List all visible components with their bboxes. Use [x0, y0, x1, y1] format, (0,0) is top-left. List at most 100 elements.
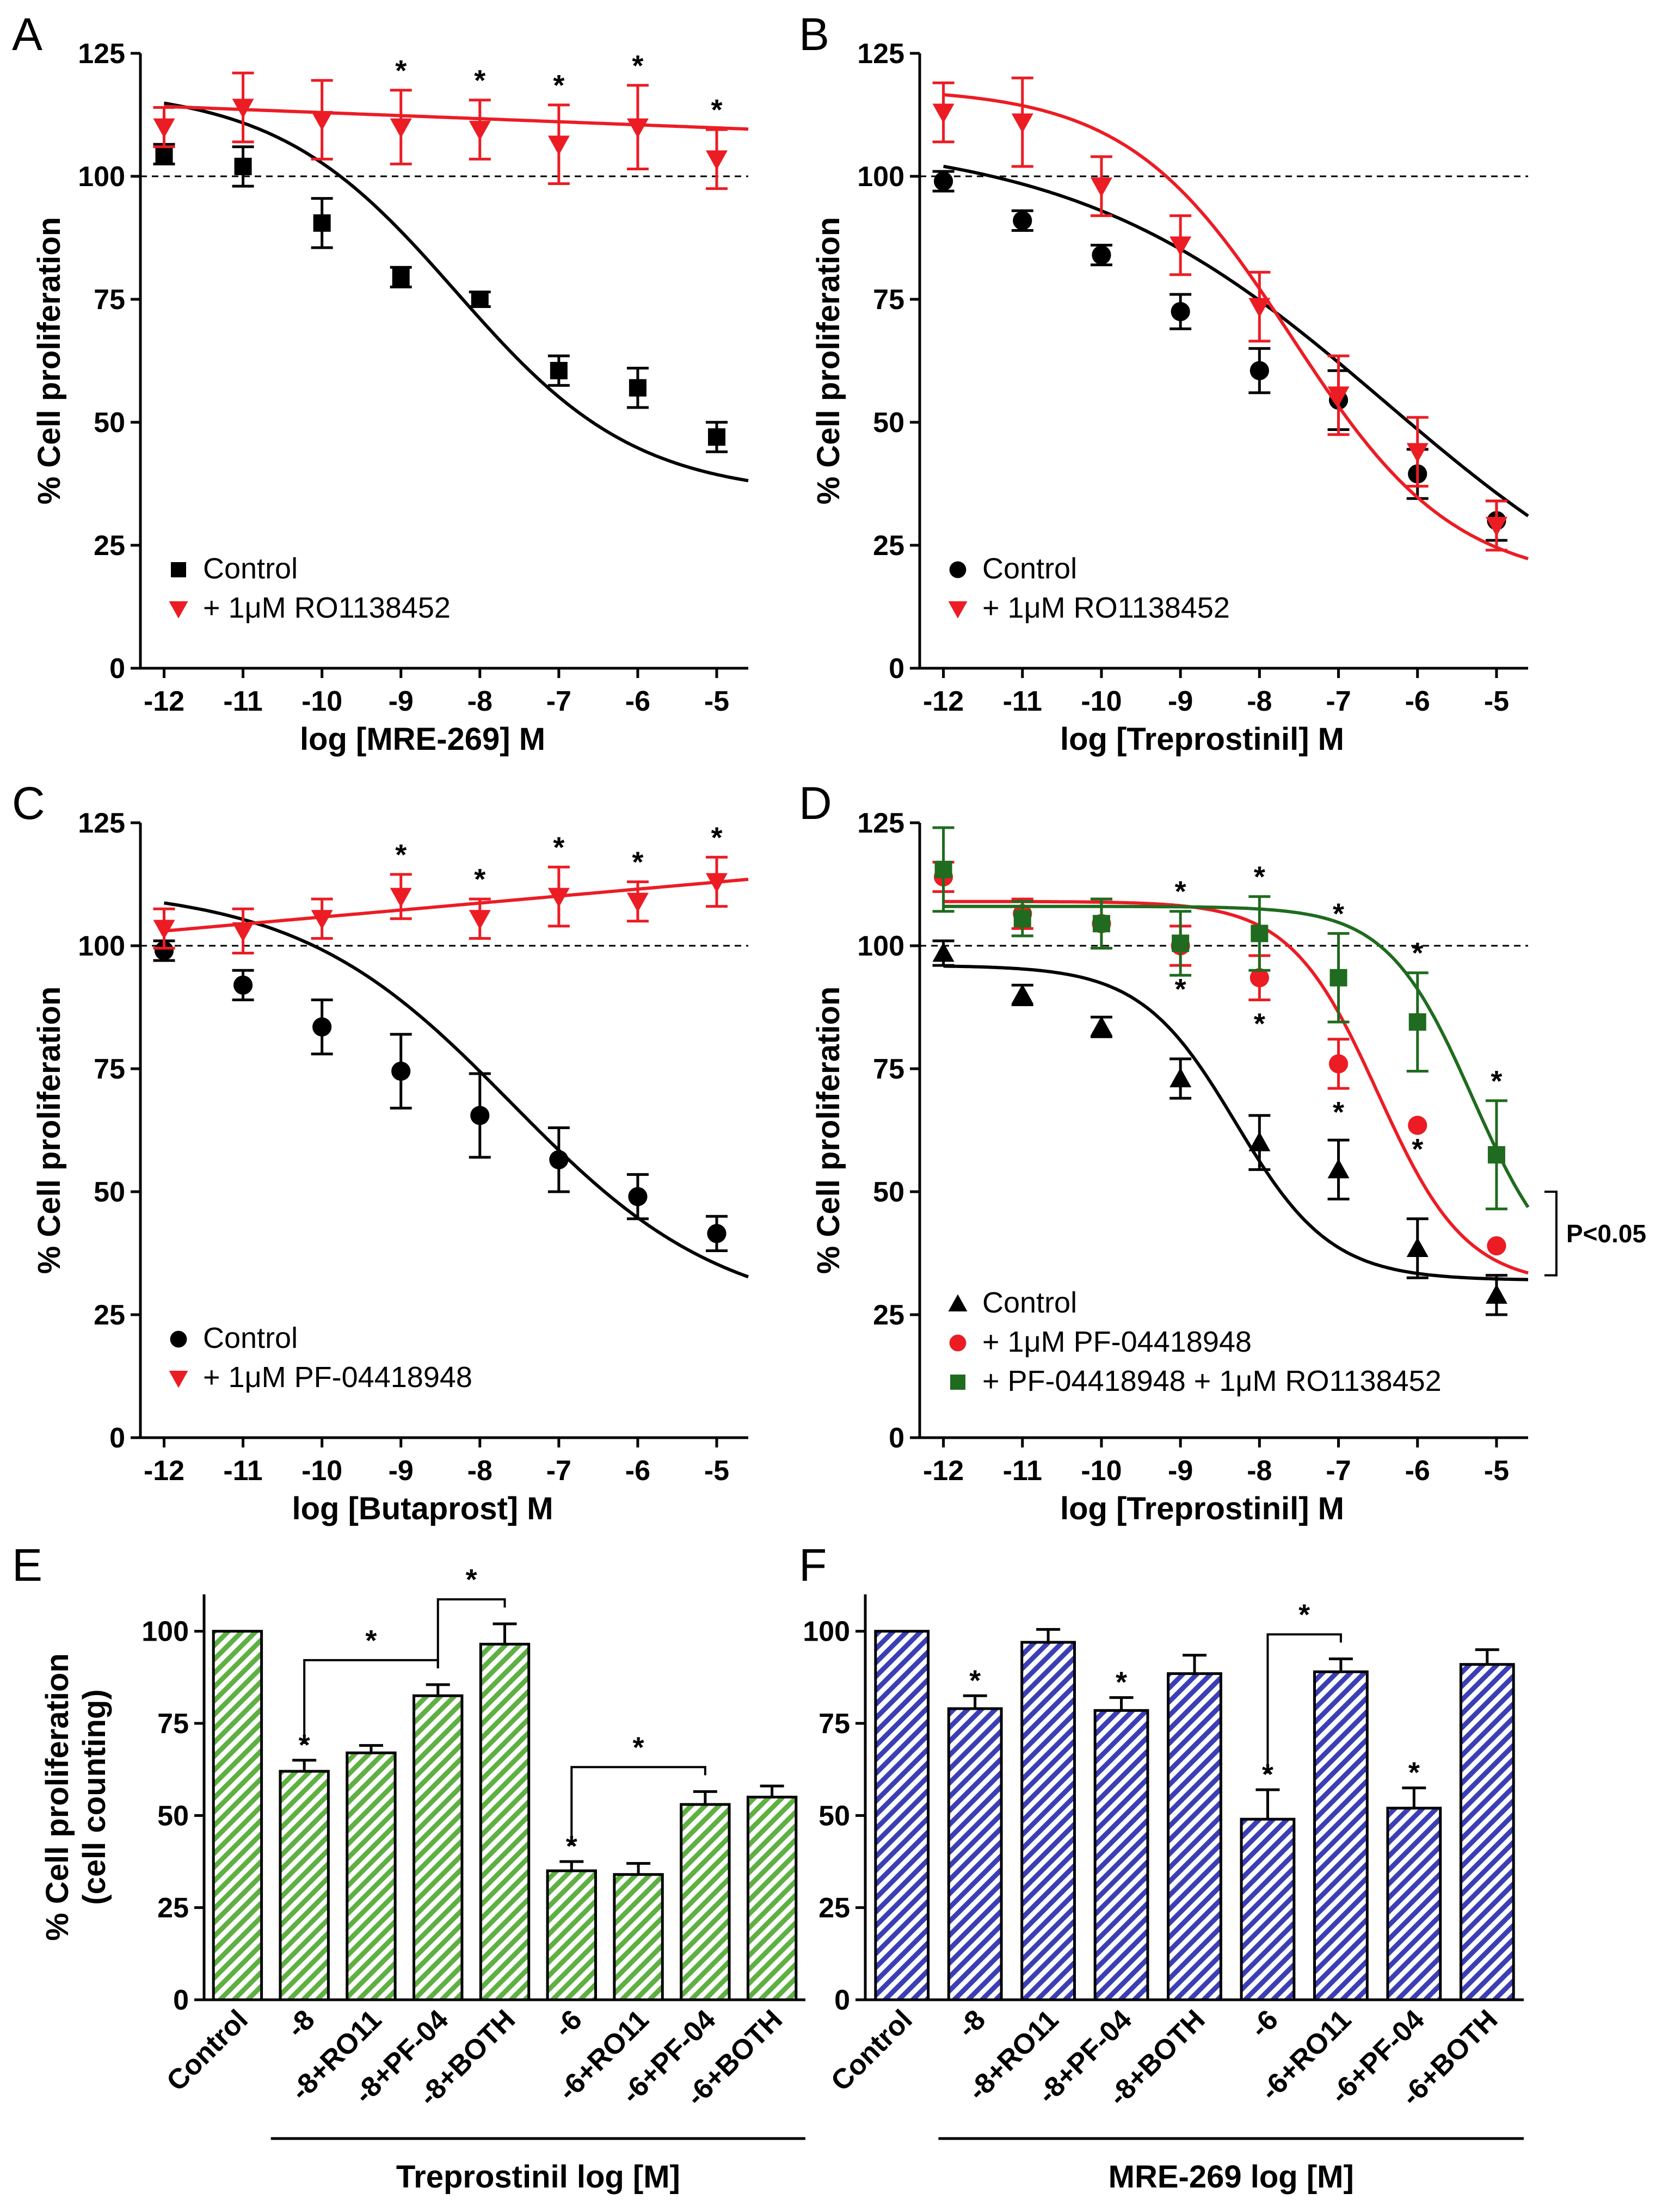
significance-star: *	[1412, 1133, 1423, 1166]
data-point	[628, 1187, 648, 1206]
group-label: MRE-269 log [M]	[1109, 2159, 1354, 2195]
x-tick-label: -12	[923, 1455, 964, 1487]
data-point	[1169, 1068, 1192, 1088]
y-axis-title: (cell counting)	[77, 1689, 112, 1905]
category-label: -8	[951, 2004, 992, 2044]
series-1	[153, 901, 749, 1279]
significance-star: *	[1412, 937, 1423, 970]
legend-label: + 1μM RO1138452	[982, 591, 1230, 624]
y-tick-label: 0	[109, 1422, 125, 1454]
x-tick-label: -5	[704, 1455, 729, 1487]
x-tick-label: -11	[223, 1455, 262, 1487]
bar	[1240, 1817, 1296, 2001]
data-point	[232, 922, 254, 942]
significance-star: *	[299, 1729, 310, 1761]
significance-star: *	[566, 1830, 577, 1863]
data-point	[311, 111, 333, 131]
bar	[346, 1751, 397, 2001]
data-point	[1171, 302, 1190, 322]
y-tick-label: 75	[157, 1708, 189, 1740]
significance-star: *	[632, 846, 643, 878]
y-tick-label: 50	[94, 1176, 125, 1208]
fit-curve	[943, 164, 1529, 517]
panel-letter-f: F	[799, 1539, 827, 1591]
significance-star: *	[711, 821, 722, 854]
x-tick-label: -11	[1003, 686, 1042, 717]
data-point	[1249, 968, 1269, 988]
data-point	[233, 975, 253, 995]
panel-letter-b: B	[799, 9, 829, 60]
y-axis-title: % Cell proliferation	[811, 217, 846, 505]
data-point	[707, 1224, 727, 1243]
significance-star: *	[1408, 1757, 1420, 1789]
y-tick-label: 25	[873, 1299, 904, 1331]
y-tick-label: 50	[157, 1800, 189, 1832]
data-point	[392, 268, 410, 286]
x-axis-title: log [Treprostinil] M	[1060, 722, 1344, 757]
legend-marker	[171, 562, 186, 577]
panel-letter-d: D	[799, 778, 832, 829]
data-point	[312, 1017, 332, 1037]
y-tick-label: 75	[818, 1708, 850, 1740]
y-tick-label: 75	[873, 284, 904, 316]
fit-curve	[164, 901, 749, 1279]
y-tick-label: 0	[834, 1985, 850, 2016]
y-tick-label: 100	[803, 1616, 850, 1648]
significance-star: *	[1333, 1096, 1344, 1129]
panel-c-chart: 0 25 50 75 100 125 -12 -11 -10 -9 -8 -7 -6 -5 log [But…	[32, 808, 749, 1526]
category-label: -6	[548, 2004, 588, 2044]
x-tick-label: -6	[625, 686, 650, 717]
panel-b-chart: 0 25 50 75 100 125 -12 -11 -10 -9 -8 -7 -6 -5 log [Tre…	[811, 38, 1529, 757]
significance-star: *	[474, 64, 485, 97]
y-tick-label: 0	[889, 1422, 904, 1454]
y-tick-label: 100	[857, 931, 904, 962]
legend-label: Control	[982, 1286, 1077, 1319]
data-point	[1487, 1236, 1506, 1256]
x-tick-label: -5	[704, 686, 729, 717]
bar	[546, 1869, 597, 2001]
y-axis-title: % Cell proliferation	[32, 217, 67, 505]
legend-entry: Control	[171, 552, 298, 585]
y-tick-label: 125	[78, 808, 125, 839]
data-point	[1408, 1116, 1427, 1135]
legend-label: Control	[203, 1322, 298, 1354]
fit-curve	[164, 878, 749, 933]
significance-star: *	[553, 831, 564, 864]
series-3: * * * * *	[932, 826, 1530, 1211]
y-axis-title: % Cell proliferation	[811, 987, 846, 1274]
data-point	[547, 135, 570, 156]
panel-d-chart: 0 25 50 75 100 125 -12 -11 -10 -9 -8 -7 -6 -5 log [Tre…	[811, 808, 1646, 1526]
x-tick-label: -6	[625, 1455, 650, 1487]
significance-star: *	[969, 1664, 981, 1697]
x-tick-label: -10	[1081, 1455, 1122, 1487]
legend-marker	[950, 1375, 965, 1390]
panel-f-chart: 0255075100Control*-8-8+RO11*-8+PF-04-8+B…	[803, 1594, 1524, 2195]
y-tick-label: 25	[873, 530, 904, 562]
fit-curve	[164, 104, 749, 131]
legend-marker	[949, 1334, 967, 1352]
x-tick-label: -6	[1405, 686, 1430, 717]
legend-label: Control	[203, 552, 298, 585]
panel-letter-c: C	[12, 778, 45, 829]
x-tick-label: -10	[301, 1455, 342, 1487]
y-axis-title: % Cell proliferation	[32, 987, 67, 1274]
fit-curve	[943, 899, 1529, 1275]
series-2: * * * * *	[153, 50, 749, 190]
legend-marker	[949, 561, 967, 578]
data-point	[933, 171, 953, 191]
data-point	[1327, 386, 1350, 406]
data-point	[550, 362, 568, 380]
legend-entry: + 1μM PF-04418948	[169, 1361, 472, 1394]
y-axis-title: % Cell proliferation	[40, 1653, 75, 1941]
y-tick-label: 100	[78, 931, 125, 962]
data-point	[1251, 925, 1269, 942]
data-point	[153, 920, 175, 940]
data-point	[1329, 969, 1347, 987]
x-tick-label: -8	[467, 686, 493, 717]
y-tick-label: 50	[873, 1176, 904, 1208]
data-point	[1092, 245, 1111, 265]
legend-entry: Control	[949, 552, 1077, 585]
legend-entry: Control	[170, 1322, 298, 1354]
x-axis-title: log [Butaprost] M	[292, 1491, 553, 1526]
